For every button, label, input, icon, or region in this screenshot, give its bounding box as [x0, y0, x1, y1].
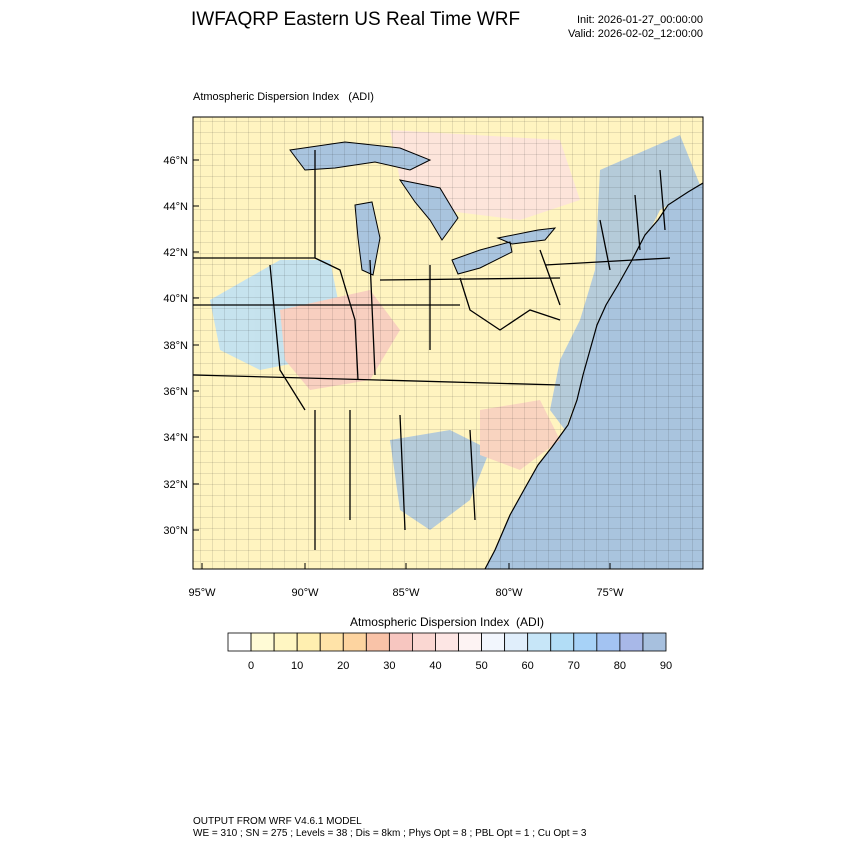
lon-label-75: 75°W — [596, 587, 624, 599]
colorbar-swatch — [342, 632, 367, 652]
map-frame — [192, 116, 704, 570]
colorbar-tick-label: 50 — [475, 660, 487, 672]
colorbar-swatch — [550, 632, 575, 652]
footer-model: OUTPUT FROM WRF V4.6.1 MODEL — [193, 816, 362, 827]
colorbar-swatches — [227, 632, 667, 652]
colorbar-tick-label: 60 — [522, 660, 534, 672]
colorbar-swatch — [596, 632, 621, 652]
county-lines — [193, 117, 703, 569]
lon-label-85: 85°W — [392, 587, 420, 599]
coastline — [484, 182, 703, 569]
colorbar-swatch — [296, 632, 321, 652]
colorbar-swatch — [619, 632, 644, 652]
colorbar-swatch — [227, 632, 252, 652]
lat-label-44: 44°N — [163, 201, 188, 213]
colorbar-swatch — [458, 632, 482, 652]
colorbar-swatch — [435, 632, 459, 652]
lat-ticks — [193, 159, 199, 531]
colorbar-swatch — [573, 632, 598, 652]
colorbar: 0102030405060708090100 — [227, 632, 672, 672]
lat-label-30: 30°N — [163, 525, 188, 537]
colorbar-tick-label: 70 — [568, 660, 580, 672]
colorbar-swatch — [642, 632, 667, 652]
adi-map: 46°N 44°N 42°N 40°N 38°N 36°N 34°N 32°N … — [163, 116, 704, 599]
colorbar-swatch — [273, 632, 298, 652]
colorbar-tick-label: 10 — [291, 660, 303, 672]
colorbar-swatch — [481, 632, 506, 652]
lat-label-32: 32°N — [163, 479, 188, 491]
colorbar-tick-label: 40 — [429, 660, 441, 672]
lat-label-36: 36°N — [163, 386, 188, 398]
lon-label-80: 80°W — [495, 587, 523, 599]
lat-label-40: 40°N — [163, 293, 188, 305]
map-title: Atmospheric Dispersion Index (ADI) — [193, 91, 374, 103]
colorbar-swatch — [250, 632, 275, 652]
lon-ticks — [201, 563, 611, 569]
colorbar-swatch — [365, 632, 390, 652]
colorbar-swatch — [388, 632, 413, 652]
colorbar-title: Atmospheric Dispersion Index (ADI) — [349, 615, 545, 629]
init-time: Init: 2026-01-27_00:00:00 — [577, 14, 703, 26]
main-title: IWFAQRP Eastern US Real Time WRF — [191, 9, 521, 30]
colorbar-tick-label: 90 — [660, 660, 672, 672]
colorbar-swatch — [319, 632, 344, 652]
colorbar-swatch — [412, 632, 436, 652]
state-borders — [193, 150, 671, 550]
colorbar-tick-label: 80 — [614, 660, 626, 672]
colorbar-tick-label: 20 — [337, 660, 349, 672]
lat-label-34: 34°N — [163, 432, 188, 444]
colorbar-swatch — [504, 632, 529, 652]
colorbar-tick-label: 0 — [248, 660, 254, 672]
footer-config: WE = 310 ; SN = 275 ; Levels = 38 ; Dis … — [193, 828, 587, 839]
lat-label-46: 46°N — [163, 155, 188, 167]
colorbar-tick-label: 30 — [383, 660, 395, 672]
lon-axis: 95°W 90°W 85°W 80°W 75°W — [188, 587, 624, 599]
colorbar-swatch — [527, 632, 552, 652]
lon-label-90: 90°W — [291, 587, 319, 599]
lon-label-95: 95°W — [188, 587, 216, 599]
lat-label-42: 42°N — [163, 247, 188, 259]
valid-time: Valid: 2026-02-02_12:00:00 — [568, 28, 703, 40]
lat-axis: 46°N 44°N 42°N 40°N 38°N 36°N 34°N 32°N … — [163, 155, 188, 537]
colorbar-labels: 0102030405060708090100 — [248, 660, 672, 672]
lat-label-38: 38°N — [163, 340, 188, 352]
